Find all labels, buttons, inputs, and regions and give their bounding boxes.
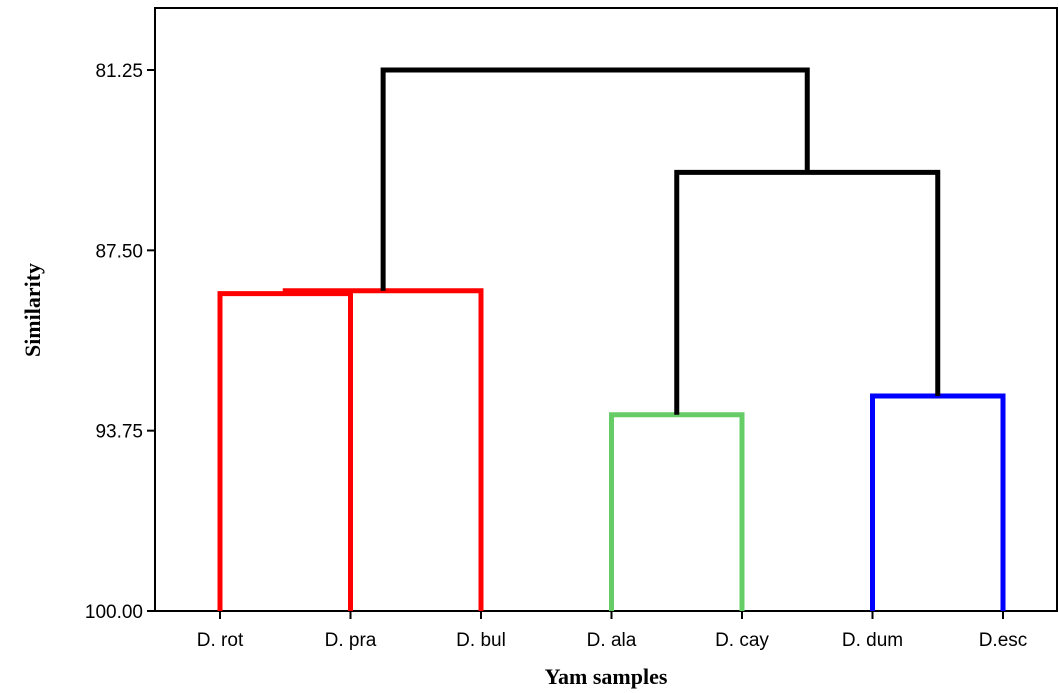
dendrogram-link (609, 412, 745, 611)
x-tick-label: D. pra (325, 630, 377, 651)
y-axis: 81.25 87.50 93.75 100.00 (85, 61, 155, 623)
x-tick-label: D.esc (979, 630, 1028, 651)
x-tick-label: D. rot (197, 630, 244, 651)
dendrogram-link (380, 67, 810, 291)
y-tick-label: 87.50 (95, 241, 143, 262)
plot-frame (154, 7, 1058, 612)
x-axis-title: Yam samples (545, 664, 668, 689)
dendrogram-link (870, 393, 1006, 611)
dendrogram-links (217, 67, 1006, 611)
y-tick-label: 100.00 (85, 602, 143, 623)
dendrogram-link (282, 288, 484, 611)
y-tick-label: 93.75 (95, 422, 143, 443)
x-tick-label: D. dum (842, 630, 903, 651)
y-tick-label: 81.25 (95, 61, 143, 82)
y-axis-title: Similarity (20, 263, 45, 357)
x-tick-label: D. cay (715, 630, 769, 651)
dendrogram-link (674, 169, 941, 415)
dendrogram-link (217, 291, 353, 611)
x-axis: D. rot D. pra D. bul D. ala D. cay D. dum D.es… (197, 611, 1028, 651)
x-tick-label: D. ala (587, 630, 637, 651)
x-tick-label: D. bul (456, 630, 506, 651)
